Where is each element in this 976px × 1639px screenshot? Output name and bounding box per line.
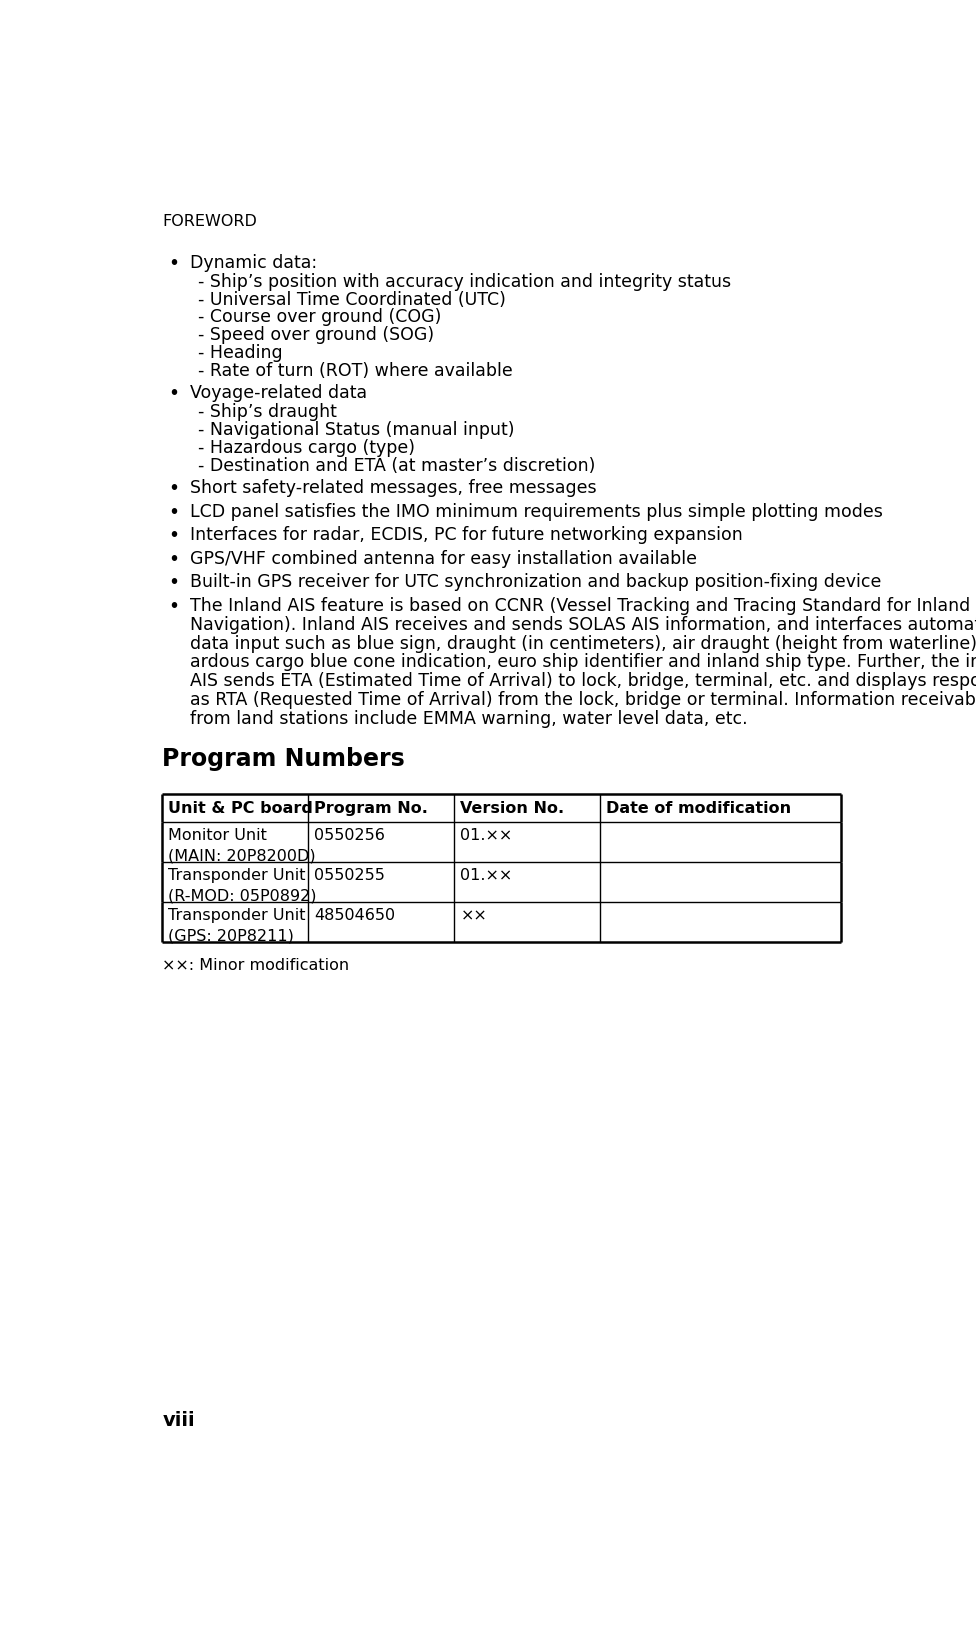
Text: AIS sends ETA (Estimated Time of Arrival) to lock, bridge, terminal, etc. and di: AIS sends ETA (Estimated Time of Arrival… [190, 672, 976, 690]
Text: Dynamic data:: Dynamic data: [190, 254, 317, 272]
Text: 0550256: 0550256 [314, 828, 386, 842]
Text: •: • [169, 549, 180, 569]
Text: as RTA (Requested Time of Arrival) from the lock, bridge or terminal. Informatio: as RTA (Requested Time of Arrival) from … [190, 690, 976, 708]
Text: GPS/VHF combined antenna for easy installation available: GPS/VHF combined antenna for easy instal… [190, 549, 697, 567]
Text: •: • [169, 574, 180, 592]
Text: - Destination and ETA (at master’s discretion): - Destination and ETA (at master’s discr… [198, 457, 595, 475]
Text: •: • [169, 254, 180, 272]
Text: Transponder Unit
(GPS: 20P8211): Transponder Unit (GPS: 20P8211) [169, 908, 306, 942]
Text: 0550255: 0550255 [314, 867, 386, 883]
Text: LCD panel satisfies the IMO minimum requirements plus simple plotting modes: LCD panel satisfies the IMO minimum requ… [190, 503, 883, 521]
Text: •: • [169, 503, 180, 521]
Text: Date of modification: Date of modification [606, 801, 792, 816]
Text: 01.××: 01.×× [461, 828, 512, 842]
Text: Program Numbers: Program Numbers [162, 747, 405, 770]
Text: Built-in GPS receiver for UTC synchronization and backup position-fixing device: Built-in GPS receiver for UTC synchroniz… [190, 574, 881, 592]
Text: 01.××: 01.×× [461, 867, 512, 883]
Text: •: • [169, 526, 180, 546]
Text: •: • [169, 479, 180, 498]
Text: Short safety-related messages, free messages: Short safety-related messages, free mess… [190, 479, 597, 497]
Text: The Inland AIS feature is based on CCNR (Vessel Tracking and Tracing Standard fo: The Inland AIS feature is based on CCNR … [190, 597, 970, 615]
Text: - Course over ground (COG): - Course over ground (COG) [198, 308, 441, 326]
Text: ××: Minor modification: ××: Minor modification [162, 957, 349, 972]
Text: - Speed over ground (SOG): - Speed over ground (SOG) [198, 326, 434, 344]
Text: Version No.: Version No. [461, 801, 564, 816]
Text: Monitor Unit
(MAIN: 20P8200D): Monitor Unit (MAIN: 20P8200D) [169, 828, 316, 864]
Text: Program No.: Program No. [314, 801, 428, 816]
Text: - Navigational Status (manual input): - Navigational Status (manual input) [198, 421, 514, 439]
Text: ××: ×× [461, 908, 487, 923]
Text: •: • [169, 597, 180, 615]
Text: FOREWORD: FOREWORD [162, 213, 257, 228]
Text: - Universal Time Coordinated (UTC): - Universal Time Coordinated (UTC) [198, 290, 506, 308]
Text: - Heading: - Heading [198, 344, 283, 362]
Text: Transponder Unit
(R-MOD: 05P0892): Transponder Unit (R-MOD: 05P0892) [169, 867, 317, 903]
Text: - Hazardous cargo (type): - Hazardous cargo (type) [198, 439, 415, 457]
Text: Navigation). Inland AIS receives and sends SOLAS AIS information, and interfaces: Navigation). Inland AIS receives and sen… [190, 615, 976, 633]
Text: Voyage-related data: Voyage-related data [190, 384, 367, 402]
Text: - Ship’s draught: - Ship’s draught [198, 403, 337, 421]
Text: •: • [169, 384, 180, 403]
Text: - Rate of turn (ROT) where available: - Rate of turn (ROT) where available [198, 362, 512, 380]
Text: data input such as blue sign, draught (in centimeters), air draught (height from: data input such as blue sign, draught (i… [190, 634, 976, 652]
Text: Unit & PC board: Unit & PC board [169, 801, 313, 816]
Text: 48504650: 48504650 [314, 908, 395, 923]
Text: ardous cargo blue cone indication, euro ship identifier and inland ship type. Fu: ardous cargo blue cone indication, euro … [190, 652, 976, 670]
Text: from land stations include EMMA warning, water level data, etc.: from land stations include EMMA warning,… [190, 710, 748, 728]
Text: Interfaces for radar, ECDIS, PC for future networking expansion: Interfaces for radar, ECDIS, PC for futu… [190, 526, 743, 544]
Text: - Ship’s position with accuracy indication and integrity status: - Ship’s position with accuracy indicati… [198, 272, 731, 290]
Text: viii: viii [162, 1411, 195, 1429]
